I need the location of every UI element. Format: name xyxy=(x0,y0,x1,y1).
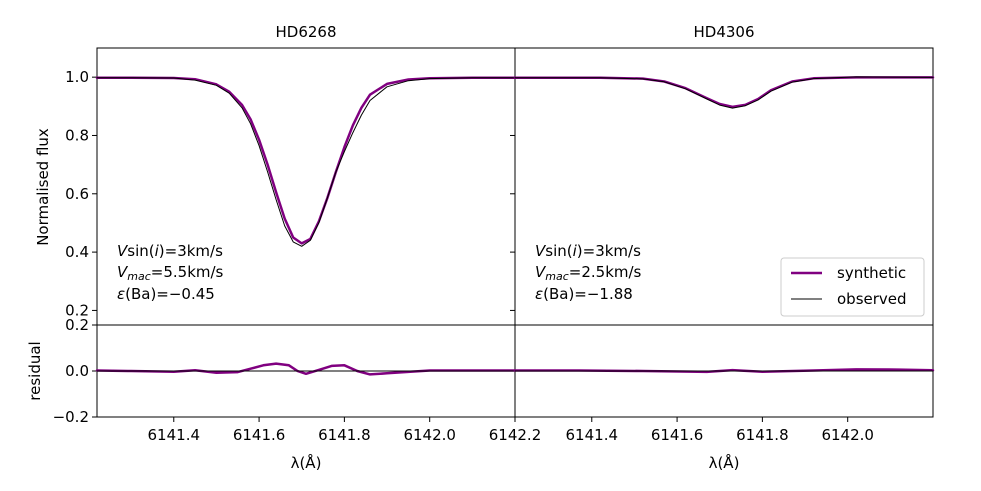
x-tick-label: 6142.0 xyxy=(403,426,456,444)
ticks-layer: 0.2 0.4 0.6 0.8 1.0 −0.2 0.0 0.2 6141.4 6141.6 614… xyxy=(53,68,874,444)
x-tick-label: 6142.2 xyxy=(489,426,542,444)
x-tick-label: 6141.6 xyxy=(651,426,704,444)
series-layer xyxy=(95,76,935,376)
x-tick-label: 6141.6 xyxy=(233,426,286,444)
y-tick-label: 0.2 xyxy=(65,301,89,319)
series-line-synthetic xyxy=(95,362,517,376)
x-tick-label: 6141.8 xyxy=(736,426,789,444)
annotation-right: Vsin(i)=3km/s Vmac=2.5km/s ε(Ba)=−1.88 xyxy=(535,242,642,303)
panel-frame-top-left xyxy=(96,47,516,326)
annotation-left: Vsin(i)=3km/s Vmac=5.5km/s ε(Ba)=−0.45 xyxy=(117,242,224,303)
legend: synthetic observed xyxy=(780,257,925,317)
y-tick-label: 0.0 xyxy=(65,362,89,380)
annotation-left-vmac: Vmac=5.5km/s xyxy=(117,263,224,283)
x-tick-label: 6141.4 xyxy=(566,426,619,444)
panel-title-left: HD6268 xyxy=(275,23,336,41)
panel-title-right: HD4306 xyxy=(693,23,754,41)
x-tick-label: 6141.4 xyxy=(148,426,201,444)
y-tick-label: −0.2 xyxy=(53,408,89,426)
y-axis-label-residual: residual xyxy=(26,341,44,400)
legend-label-observed: observed xyxy=(837,290,907,308)
y-tick-label: 0.2 xyxy=(65,316,89,334)
legend-label-synthetic: synthetic xyxy=(837,264,906,282)
annotation-right-eps: ε(Ba)=−1.88 xyxy=(535,285,633,303)
series-line-observed xyxy=(96,77,516,247)
y-tick-label: 0.6 xyxy=(65,185,89,203)
x-axis-label-right: λ(Å) xyxy=(709,453,740,472)
series-line-synthetic xyxy=(95,76,517,245)
y-tick-label: 0.4 xyxy=(65,243,89,261)
annotation-left-eps: ε(Ba)=−0.45 xyxy=(117,285,215,303)
x-tick-label: 6141.8 xyxy=(318,426,371,444)
x-axis-label-left: λ(Å) xyxy=(291,453,322,472)
annotation-right-vmac: Vmac=2.5km/s xyxy=(535,263,642,283)
series-line-synthetic xyxy=(513,76,935,109)
y-tick-label: 0.8 xyxy=(65,126,89,144)
y-axis-label-flux: Normalised flux xyxy=(34,128,52,246)
annotation-left-vsini: Vsin(i)=3km/s xyxy=(117,242,223,260)
series-line-observed xyxy=(514,76,934,109)
x-tick-label: 6142.0 xyxy=(821,426,874,444)
y-tick-label: 1.0 xyxy=(65,68,89,86)
annotation-right-vsini: Vsin(i)=3km/s xyxy=(535,242,641,260)
